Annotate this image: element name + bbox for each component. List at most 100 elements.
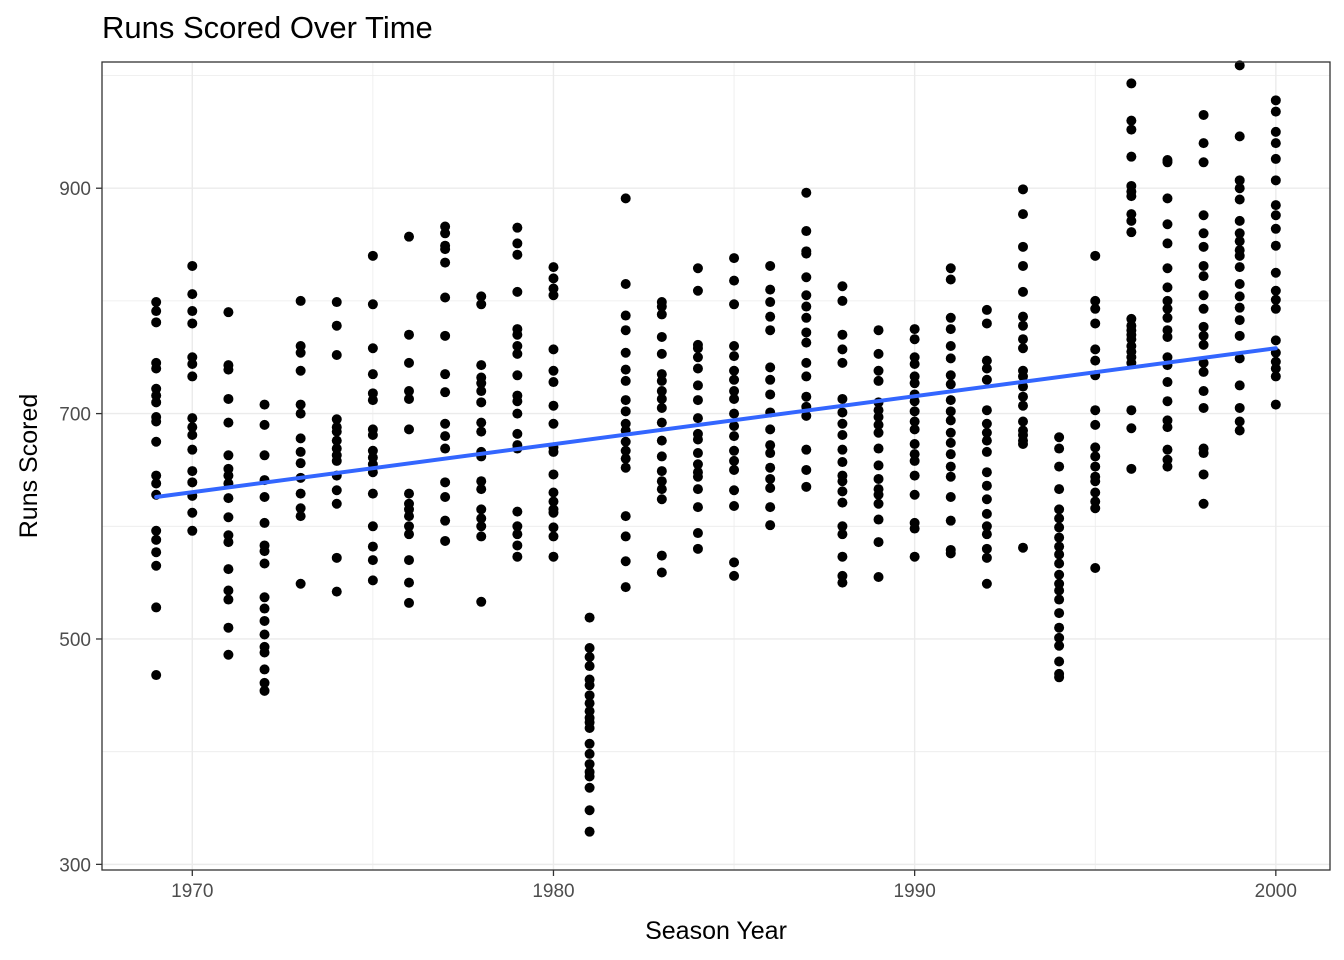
data-point (295, 365, 306, 376)
data-point (692, 380, 703, 391)
data-point (1198, 138, 1209, 149)
data-point (837, 418, 848, 429)
data-point (404, 529, 414, 540)
data-point (909, 523, 920, 534)
y-tick-label: 300 (59, 855, 91, 876)
data-point (512, 329, 523, 340)
data-point (692, 528, 703, 539)
data-point (909, 551, 920, 562)
data-point (440, 535, 451, 546)
data-point (404, 555, 414, 566)
data-point (1090, 405, 1101, 416)
data-point (223, 622, 234, 633)
data-point (1198, 210, 1209, 221)
data-point (801, 391, 812, 402)
data-point (1054, 585, 1065, 596)
data-point (620, 310, 631, 321)
data-point (1126, 423, 1137, 434)
data-point (692, 471, 703, 482)
data-point (187, 260, 198, 271)
data-point (187, 507, 198, 518)
panel-border (101, 61, 1331, 871)
data-point (584, 748, 595, 759)
data-point (620, 556, 631, 567)
data-point (1270, 126, 1281, 137)
data-point (801, 464, 812, 475)
data-point (620, 531, 631, 542)
data-point (440, 515, 451, 526)
data-point (1198, 330, 1209, 341)
data-point (945, 415, 956, 426)
data-point (729, 485, 740, 496)
data-point (223, 564, 234, 575)
y-tick-label: 900 (59, 179, 91, 200)
data-point (729, 365, 740, 376)
data-point (512, 249, 523, 260)
data-point (404, 577, 414, 588)
data-point (620, 582, 631, 593)
data-point (476, 513, 487, 524)
data-point (765, 325, 776, 336)
data-point (945, 274, 956, 285)
data-point (1054, 532, 1065, 543)
data-point (259, 647, 270, 658)
data-point (1018, 334, 1028, 345)
data-point (584, 652, 595, 663)
data-point (837, 497, 848, 508)
data-point (476, 596, 487, 607)
data-point (476, 521, 487, 532)
data-point (1270, 138, 1281, 149)
data-point (620, 511, 631, 522)
data-point (512, 551, 523, 562)
data-point (873, 365, 884, 376)
data-point (909, 470, 920, 481)
data-point (1090, 355, 1101, 366)
data-point (801, 187, 812, 198)
data-point (367, 299, 378, 310)
data-point (801, 357, 812, 368)
data-point (1270, 210, 1281, 221)
x-tick-label: 1970 (171, 881, 213, 902)
data-point (259, 603, 270, 614)
data-point (801, 371, 812, 382)
data-point (945, 395, 956, 406)
trend-line (154, 346, 1278, 499)
data-point (656, 550, 667, 561)
data-point (512, 428, 523, 439)
data-point (1018, 311, 1028, 322)
data-point (1270, 363, 1281, 374)
data-point (440, 330, 451, 341)
data-point (1090, 344, 1101, 355)
data-point (187, 318, 198, 329)
data-point (945, 491, 956, 502)
data-point (692, 543, 703, 554)
data-point (620, 462, 631, 473)
data-point (259, 685, 270, 696)
data-point (1234, 60, 1245, 71)
x-tick-label: 1980 (532, 881, 574, 902)
data-point (440, 369, 451, 380)
data-point (692, 363, 703, 374)
data-point (981, 435, 992, 446)
data-point (404, 424, 414, 435)
data-point (295, 433, 306, 444)
data-point (1090, 476, 1101, 487)
data-point (656, 348, 667, 359)
data-point (476, 291, 487, 302)
data-point (873, 514, 884, 525)
data-point (656, 567, 667, 578)
data-point (512, 238, 523, 249)
data-point (1198, 448, 1209, 459)
data-point (512, 370, 523, 381)
data-point (801, 481, 812, 492)
data-point (1018, 391, 1028, 402)
data-point (945, 461, 956, 472)
data-point (259, 615, 270, 626)
data-point (729, 408, 740, 419)
data-point (837, 457, 848, 468)
data-point (945, 263, 956, 274)
data-point (367, 430, 378, 441)
data-point (1162, 219, 1173, 230)
data-point (440, 491, 451, 502)
data-point (945, 340, 956, 351)
